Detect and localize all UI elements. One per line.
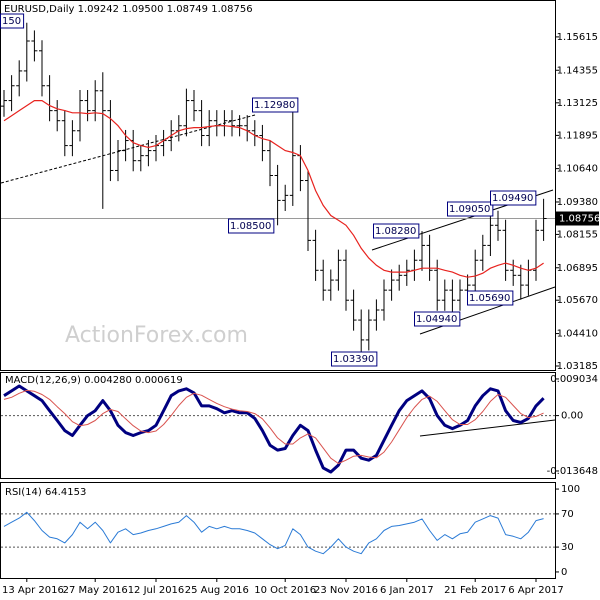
annotation-box xyxy=(331,351,378,367)
annotation-box xyxy=(0,13,25,29)
annotation-box xyxy=(447,201,494,217)
trendline xyxy=(0,114,256,184)
y-tick-label: 0.009034 xyxy=(550,374,598,385)
watermark: ActionForex.com xyxy=(65,323,248,348)
annotation-label: 150 xyxy=(2,16,21,27)
annotation-box xyxy=(373,223,420,239)
x-tick-label: 6 Jan 2017 xyxy=(380,585,434,596)
annotation-box xyxy=(490,190,537,206)
price-panel xyxy=(0,0,556,371)
x-tick-label: 25 Aug 2016 xyxy=(185,585,249,596)
annotation-box xyxy=(228,218,275,234)
rsi-panel xyxy=(0,482,556,579)
y-tick-label: 70 xyxy=(561,509,574,520)
y-tick-label: 1.09380 xyxy=(557,197,598,208)
price-title: EURUSD,Daily 1.09242 1.09500 1.08749 1.0… xyxy=(4,4,253,15)
y-tick-label: 0 xyxy=(561,567,567,578)
x-tick-label: 27 May 2016 xyxy=(63,585,128,596)
annotation-label: 1.04940 xyxy=(416,314,457,325)
y-tick-label: 30 xyxy=(561,542,574,553)
annotation-label: 1.08280 xyxy=(375,226,416,237)
y-tick-label: 1.10640 xyxy=(557,164,598,175)
y-tick-label: 1.14355 xyxy=(557,65,598,76)
annotation-box xyxy=(414,311,461,327)
annotation-label: 1.09050 xyxy=(449,204,490,215)
y-tick-label: 1.15615 xyxy=(557,32,598,43)
x-tick-label: 21 Feb 2017 xyxy=(444,585,506,596)
annotation-label: 1.05690 xyxy=(469,293,510,304)
y-tick-label: 1.06895 xyxy=(557,263,598,274)
y-tick-label: 100 xyxy=(561,484,580,495)
annotation-label: 1.03390 xyxy=(333,354,374,365)
x-tick-label: 12 Jul 2016 xyxy=(128,585,185,596)
y-tick-label: 1.08155 xyxy=(557,229,598,240)
indicator-line xyxy=(3,389,544,464)
macd-title: MACD(12,26,9) 0.004280 0.000619 xyxy=(5,375,183,386)
y-tick-label: -0.013648 xyxy=(547,466,598,477)
y-tick-label: 1.03185 xyxy=(557,361,598,372)
indicator-line xyxy=(3,511,544,555)
y-tick-label: 1.05670 xyxy=(557,295,598,306)
annotation-label: 1.12980 xyxy=(254,100,295,111)
macd-trendline xyxy=(419,419,556,437)
current-price-box xyxy=(556,211,599,226)
current-price-label: 1.08756 xyxy=(559,214,600,225)
x-tick-label: 23 Nov 2016 xyxy=(314,585,378,596)
annotation-label: 1.08500 xyxy=(230,221,271,232)
y-tick-label: 1.13125 xyxy=(557,98,598,109)
x-tick-label: 10 Oct 2016 xyxy=(254,585,316,596)
y-tick-label: 1.04410 xyxy=(557,329,598,340)
y-tick-label: 1.11895 xyxy=(557,130,598,141)
moving-average xyxy=(3,100,544,278)
y-tick-label: 0.00 xyxy=(561,411,583,422)
indicator-line xyxy=(3,384,545,474)
annotation-label: 1.09490 xyxy=(492,193,533,204)
x-tick-label: 13 Apr 2016 xyxy=(2,585,64,596)
x-tick-label: 6 Apr 2017 xyxy=(508,585,563,596)
annotation-box xyxy=(467,290,514,306)
rsi-title: RSI(14) 64.4153 xyxy=(5,487,86,498)
annotation-box xyxy=(252,97,299,113)
macd-panel xyxy=(0,372,556,479)
